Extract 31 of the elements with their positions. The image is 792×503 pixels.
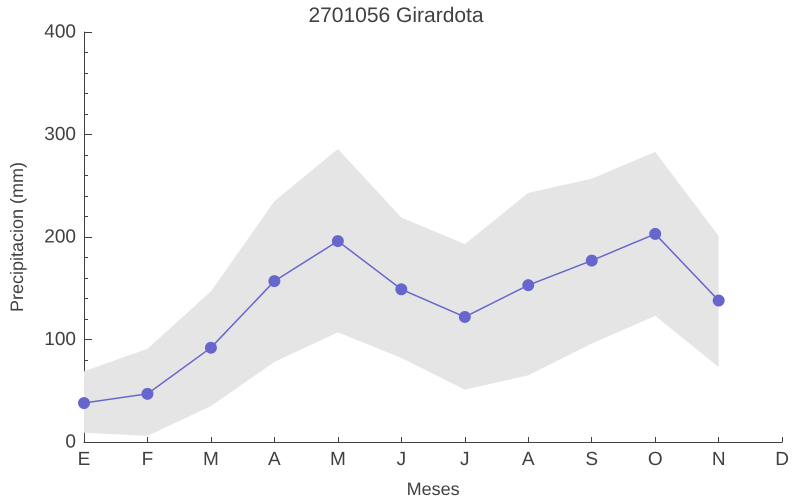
- point: [332, 235, 344, 248]
- y-axis-title: Precipitacion (mm): [7, 162, 27, 312]
- point: [204, 342, 217, 354]
- x-tick-label: N: [712, 449, 726, 470]
- x-tick-label: S: [585, 449, 598, 470]
- x-tick-label: M: [330, 449, 346, 470]
- point: [522, 279, 534, 292]
- point: [649, 228, 662, 240]
- x-tick-label: M: [203, 449, 219, 470]
- point: [586, 254, 598, 267]
- point: [141, 388, 154, 400]
- x-tick-label: J: [460, 449, 470, 470]
- point: [268, 275, 280, 288]
- x-tick-label: A: [268, 449, 282, 470]
- y-tick-label: 200: [44, 226, 76, 248]
- x-tick-label: A: [522, 449, 535, 470]
- x-axis-title: Meses: [406, 479, 460, 499]
- y-tick-label: 0: [65, 432, 76, 452]
- y-tick-label: 400: [44, 22, 76, 42]
- x-tick-label: F: [142, 449, 154, 470]
- x-tick-label: J: [396, 449, 406, 470]
- point: [458, 310, 471, 323]
- y-tick-label: 100: [44, 329, 76, 350]
- x-tick-label: D: [775, 449, 790, 470]
- x-tick-label: E: [78, 449, 90, 470]
- point: [78, 397, 90, 410]
- point: [395, 283, 408, 296]
- chart-title: 2701056 Girardota: [308, 4, 484, 27]
- y-tick-label: 300: [44, 124, 76, 145]
- x-tick-label: O: [648, 449, 663, 470]
- point: [712, 294, 725, 307]
